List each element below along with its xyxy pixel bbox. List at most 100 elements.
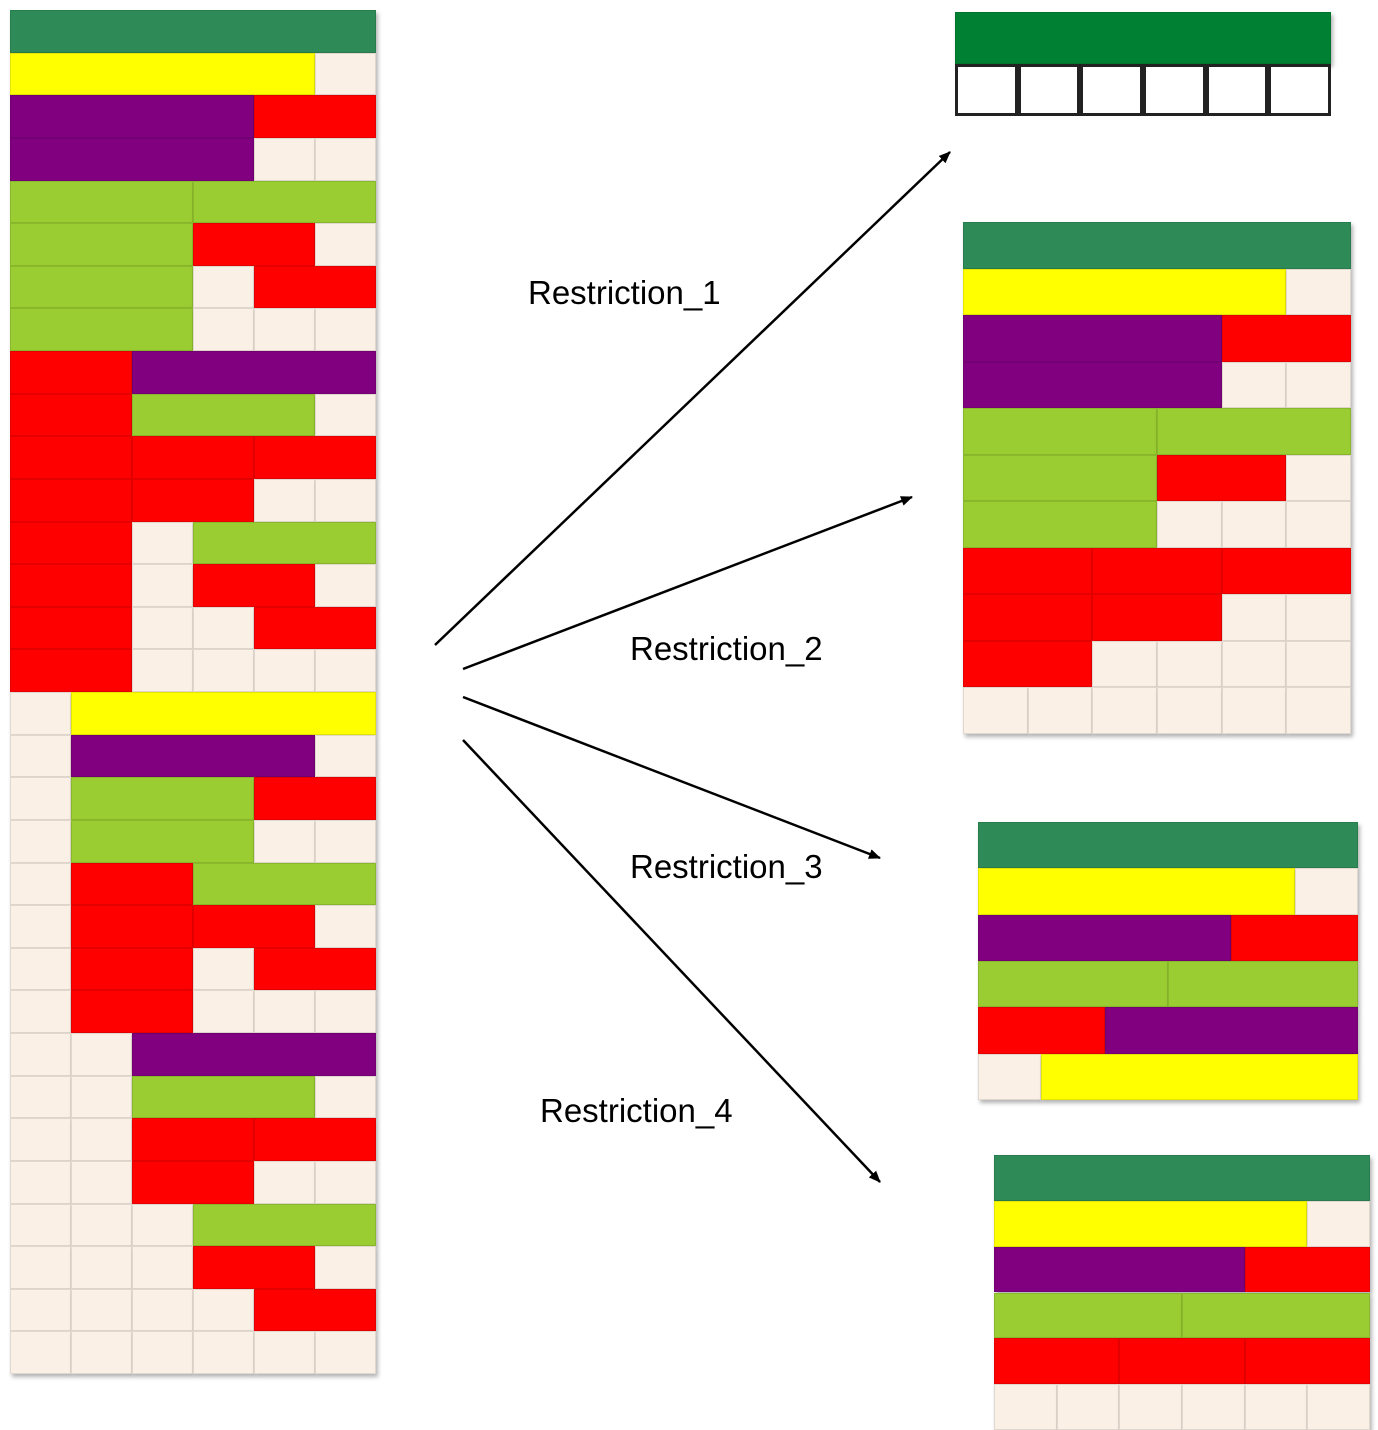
main-cell-cream xyxy=(132,1288,193,1332)
main-cell-cream xyxy=(10,905,71,948)
main-cell-cream xyxy=(71,1331,132,1374)
r2-cell-cream xyxy=(1286,501,1351,548)
r1-cell-white xyxy=(1080,64,1143,116)
main-cell-purple xyxy=(132,1033,376,1076)
r2-cell-cream xyxy=(1221,687,1287,734)
r2-cell-purple xyxy=(963,315,1222,362)
r2-cell-red xyxy=(1157,454,1287,502)
main-cell-cream xyxy=(71,1075,132,1119)
r2-cell-red xyxy=(963,547,1093,595)
main-cell-red xyxy=(132,478,254,522)
r3-cell-red xyxy=(978,1007,1105,1054)
main-cell-red xyxy=(10,649,132,692)
r4-cell-purple xyxy=(994,1246,1245,1293)
main-cell-cream xyxy=(132,521,193,565)
main-cell-red xyxy=(193,1246,315,1289)
r2-cell-red xyxy=(963,640,1093,688)
main-cell-cream xyxy=(132,1203,193,1247)
main-cell-cream xyxy=(132,1331,193,1374)
restriction-1-grid xyxy=(955,12,1331,116)
r2-cell-cream xyxy=(963,687,1028,734)
main-cell-lime xyxy=(10,308,193,351)
r4-cell-dark-green xyxy=(994,1155,1370,1201)
main-cell-cream xyxy=(71,1160,132,1204)
main-cell-red xyxy=(71,990,193,1033)
r4-cell-yellow xyxy=(994,1200,1308,1247)
main-cell-cream xyxy=(254,1160,315,1204)
restriction-3-grid xyxy=(978,822,1358,1100)
main-cell-cream xyxy=(315,564,376,607)
main-cell-cream xyxy=(193,990,254,1033)
r2-cell-cream xyxy=(1027,687,1093,734)
main-cell-cream xyxy=(193,308,254,351)
arrow-to-restriction-1 xyxy=(434,151,951,646)
main-cell-cream xyxy=(10,947,71,991)
r2-cell-red xyxy=(1221,547,1351,595)
main-cell-red xyxy=(193,564,315,607)
r2-cell-cream xyxy=(1092,640,1157,688)
main-cell-cream xyxy=(10,1288,71,1332)
r2-cell-cream xyxy=(1092,687,1157,734)
r4-cell-cream xyxy=(1056,1384,1120,1430)
main-cell-lime xyxy=(193,862,376,906)
main-cell-cream xyxy=(315,649,376,692)
main-cell-cream xyxy=(10,1033,71,1076)
r4-cell-cream xyxy=(1307,1200,1370,1247)
r2-cell-cream xyxy=(1157,687,1222,734)
arrow-to-restriction-4 xyxy=(462,739,881,1183)
main-cell-cream xyxy=(132,1246,193,1289)
main-cell-lime xyxy=(193,521,376,565)
main-cell-red xyxy=(193,223,315,266)
r4-cell-cream xyxy=(1307,1384,1370,1430)
r2-cell-cream xyxy=(1286,361,1351,409)
main-cell-red xyxy=(71,947,193,991)
main-cell-cream xyxy=(315,52,376,96)
restriction-4-label: Restriction_4 xyxy=(540,1092,733,1129)
r3-cell-cream xyxy=(1294,868,1358,915)
main-cell-red xyxy=(254,606,376,650)
main-cell-cream xyxy=(10,692,71,735)
r3-cell-purple xyxy=(978,914,1232,961)
main-cell-red xyxy=(254,265,376,309)
main-cell-cream xyxy=(193,606,254,650)
main-cell-lime xyxy=(193,180,376,224)
main-cell-cream xyxy=(10,1246,71,1289)
r1-cell-white xyxy=(1017,64,1081,116)
r4-cell-red xyxy=(1244,1246,1370,1293)
r3-cell-yellow xyxy=(978,868,1295,915)
r4-cell-cream xyxy=(1182,1384,1245,1430)
r2-cell-cream xyxy=(1157,640,1222,688)
main-cell-red xyxy=(132,1118,254,1161)
restriction-4-grid xyxy=(994,1155,1370,1430)
main-cell-red xyxy=(254,1288,376,1332)
r1-cell-white xyxy=(1205,64,1269,116)
main-cell-cream xyxy=(193,649,254,692)
main-cell-cream xyxy=(71,1118,132,1161)
r4-cell-cream xyxy=(1244,1384,1308,1430)
r2-cell-red xyxy=(1092,547,1222,595)
main-cell-red xyxy=(10,521,132,565)
r1-cell-white xyxy=(1143,64,1206,116)
main-cell-red xyxy=(10,478,132,522)
main-cell-cream xyxy=(71,1246,132,1289)
r4-cell-red xyxy=(1119,1338,1245,1385)
main-cell-cream xyxy=(254,649,315,692)
main-cell-lime xyxy=(10,180,193,224)
main-cell-lime xyxy=(71,819,254,863)
r3-cell-dark-green xyxy=(978,822,1358,869)
main-cell-cream xyxy=(10,1075,71,1119)
main-cell-cream xyxy=(71,1203,132,1247)
main-cell-lime xyxy=(10,265,193,309)
r2-cell-cream xyxy=(1286,454,1351,502)
main-cell-lime xyxy=(10,223,193,266)
main-cell-red xyxy=(10,564,132,607)
main-cell-purple xyxy=(132,351,376,394)
r2-cell-dark-green xyxy=(963,222,1351,269)
main-cell-red xyxy=(71,862,193,906)
main-cell-cream xyxy=(193,947,254,991)
main-cell-lime xyxy=(132,393,315,437)
main-cell-red xyxy=(254,1118,376,1161)
main-cell-purple xyxy=(71,734,315,778)
r4-cell-red xyxy=(1244,1338,1370,1385)
